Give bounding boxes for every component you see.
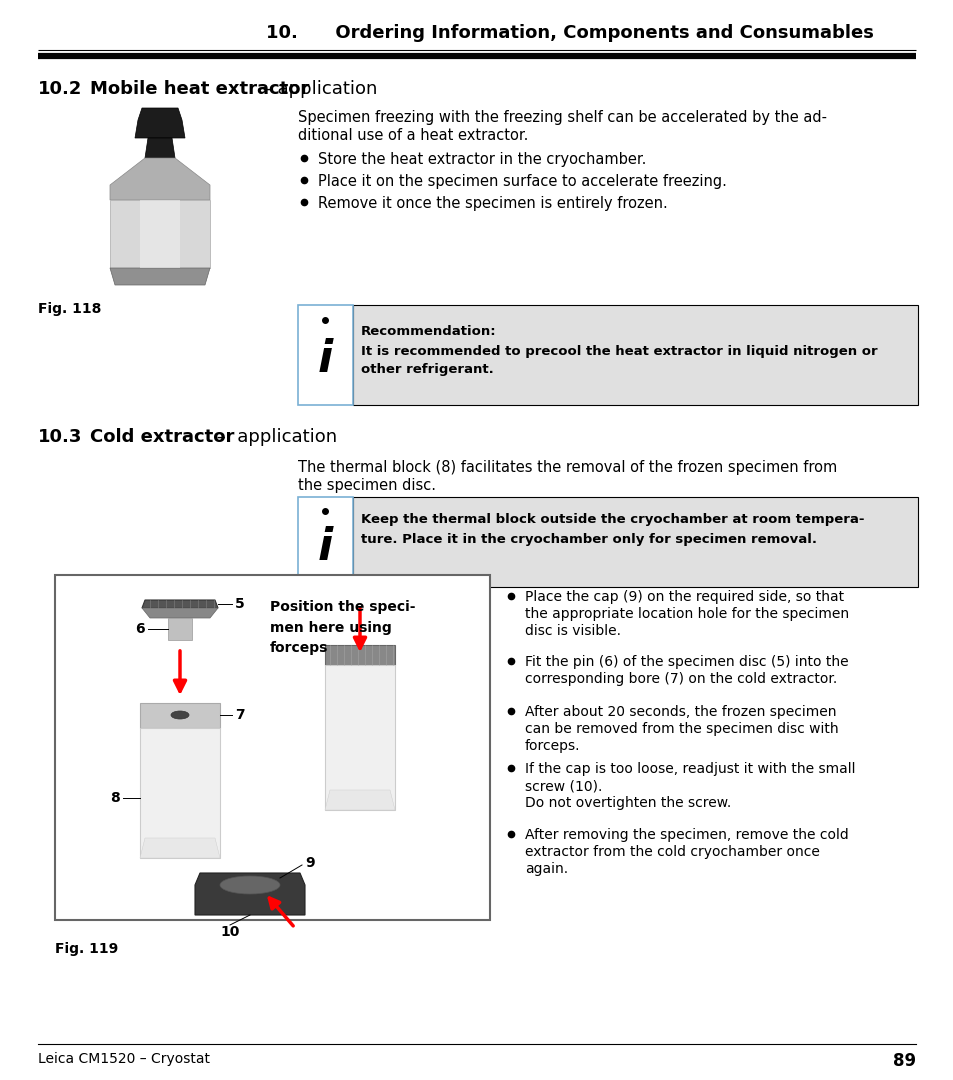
Polygon shape bbox=[194, 873, 305, 915]
FancyBboxPatch shape bbox=[55, 575, 490, 920]
Text: corresponding bore (7) on the cold extractor.: corresponding bore (7) on the cold extra… bbox=[524, 672, 837, 686]
Text: again.: again. bbox=[524, 862, 568, 876]
Text: Leica CM1520 – Cryostat: Leica CM1520 – Cryostat bbox=[38, 1052, 210, 1066]
Text: 10.2: 10.2 bbox=[38, 80, 82, 98]
FancyBboxPatch shape bbox=[353, 497, 917, 588]
Polygon shape bbox=[110, 158, 210, 200]
Text: –  application: – application bbox=[211, 428, 336, 446]
Text: Position the speci-
men here using
forceps: Position the speci- men here using force… bbox=[270, 600, 416, 656]
Text: ture. Place it in the cryochamber only for specimen removal.: ture. Place it in the cryochamber only f… bbox=[360, 534, 816, 546]
Text: i: i bbox=[317, 526, 333, 568]
Text: – application: – application bbox=[256, 80, 377, 98]
Text: Place it on the specimen surface to accelerate freezing.: Place it on the specimen surface to acce… bbox=[317, 174, 726, 189]
Text: the specimen disc.: the specimen disc. bbox=[297, 478, 436, 492]
Text: 9: 9 bbox=[305, 856, 314, 870]
Polygon shape bbox=[140, 200, 180, 268]
Text: 5: 5 bbox=[234, 597, 245, 611]
Polygon shape bbox=[325, 665, 395, 810]
Text: 10.      Ordering Information, Components and Consumables: 10. Ordering Information, Components and… bbox=[266, 24, 873, 42]
Text: forceps.: forceps. bbox=[524, 739, 579, 753]
Text: the appropriate location hole for the specimen: the appropriate location hole for the sp… bbox=[524, 607, 848, 621]
Text: Remove it once the specimen is entirely frozen.: Remove it once the specimen is entirely … bbox=[317, 195, 667, 211]
Text: Cold extractor: Cold extractor bbox=[90, 428, 234, 446]
Polygon shape bbox=[325, 789, 395, 810]
Polygon shape bbox=[110, 268, 210, 285]
Text: Recommendation:: Recommendation: bbox=[360, 325, 497, 338]
Text: extractor from the cold cryochamber once: extractor from the cold cryochamber once bbox=[524, 845, 819, 859]
Text: The thermal block (8) facilitates the removal of the frozen specimen from: The thermal block (8) facilitates the re… bbox=[297, 460, 837, 475]
Text: can be removed from the specimen disc with: can be removed from the specimen disc wi… bbox=[524, 723, 838, 735]
Text: ditional use of a heat extractor.: ditional use of a heat extractor. bbox=[297, 129, 528, 143]
Polygon shape bbox=[135, 108, 185, 138]
Polygon shape bbox=[140, 703, 220, 728]
Text: 10: 10 bbox=[220, 924, 239, 939]
Polygon shape bbox=[168, 618, 192, 640]
Text: Specimen freezing with the freezing shelf can be accelerated by the ad-: Specimen freezing with the freezing shel… bbox=[297, 110, 826, 125]
Text: 8: 8 bbox=[110, 791, 120, 805]
Text: It is recommended to precool the heat extractor in liquid nitrogen or
other refr: It is recommended to precool the heat ex… bbox=[360, 345, 877, 377]
Ellipse shape bbox=[220, 876, 280, 894]
Polygon shape bbox=[140, 728, 220, 858]
Text: After about 20 seconds, the frozen specimen: After about 20 seconds, the frozen speci… bbox=[524, 705, 836, 719]
Text: Do not overtighten the screw.: Do not overtighten the screw. bbox=[524, 796, 731, 810]
Text: If the cap is too loose, readjust it with the small: If the cap is too loose, readjust it wit… bbox=[524, 762, 855, 777]
Text: Fig. 119: Fig. 119 bbox=[55, 942, 118, 956]
Text: 89: 89 bbox=[892, 1052, 915, 1070]
Text: i: i bbox=[317, 338, 333, 381]
Text: Store the heat extractor in the cryochamber.: Store the heat extractor in the cryocham… bbox=[317, 152, 646, 167]
FancyBboxPatch shape bbox=[297, 497, 353, 588]
Text: Keep the thermal block outside the cryochamber at room tempera-: Keep the thermal block outside the cryoc… bbox=[360, 513, 863, 526]
Polygon shape bbox=[325, 645, 395, 665]
Polygon shape bbox=[110, 200, 210, 268]
Text: 7: 7 bbox=[234, 708, 244, 723]
Text: Fig. 118: Fig. 118 bbox=[38, 302, 101, 316]
Text: disc is visible.: disc is visible. bbox=[524, 624, 620, 638]
Text: screw (10).: screw (10). bbox=[524, 779, 601, 793]
FancyBboxPatch shape bbox=[353, 305, 917, 405]
Polygon shape bbox=[140, 838, 220, 858]
Text: 10.3: 10.3 bbox=[38, 428, 82, 446]
Text: After removing the specimen, remove the cold: After removing the specimen, remove the … bbox=[524, 828, 848, 842]
Polygon shape bbox=[142, 608, 218, 618]
Text: 6: 6 bbox=[135, 622, 145, 636]
Text: Fit the pin (6) of the specimen disc (5) into the: Fit the pin (6) of the specimen disc (5)… bbox=[524, 654, 848, 669]
Polygon shape bbox=[142, 600, 218, 608]
Polygon shape bbox=[145, 138, 174, 158]
Text: Mobile heat extractor: Mobile heat extractor bbox=[90, 80, 309, 98]
Ellipse shape bbox=[171, 711, 189, 719]
FancyBboxPatch shape bbox=[297, 305, 353, 405]
Text: Place the cap (9) on the required side, so that: Place the cap (9) on the required side, … bbox=[524, 590, 843, 604]
